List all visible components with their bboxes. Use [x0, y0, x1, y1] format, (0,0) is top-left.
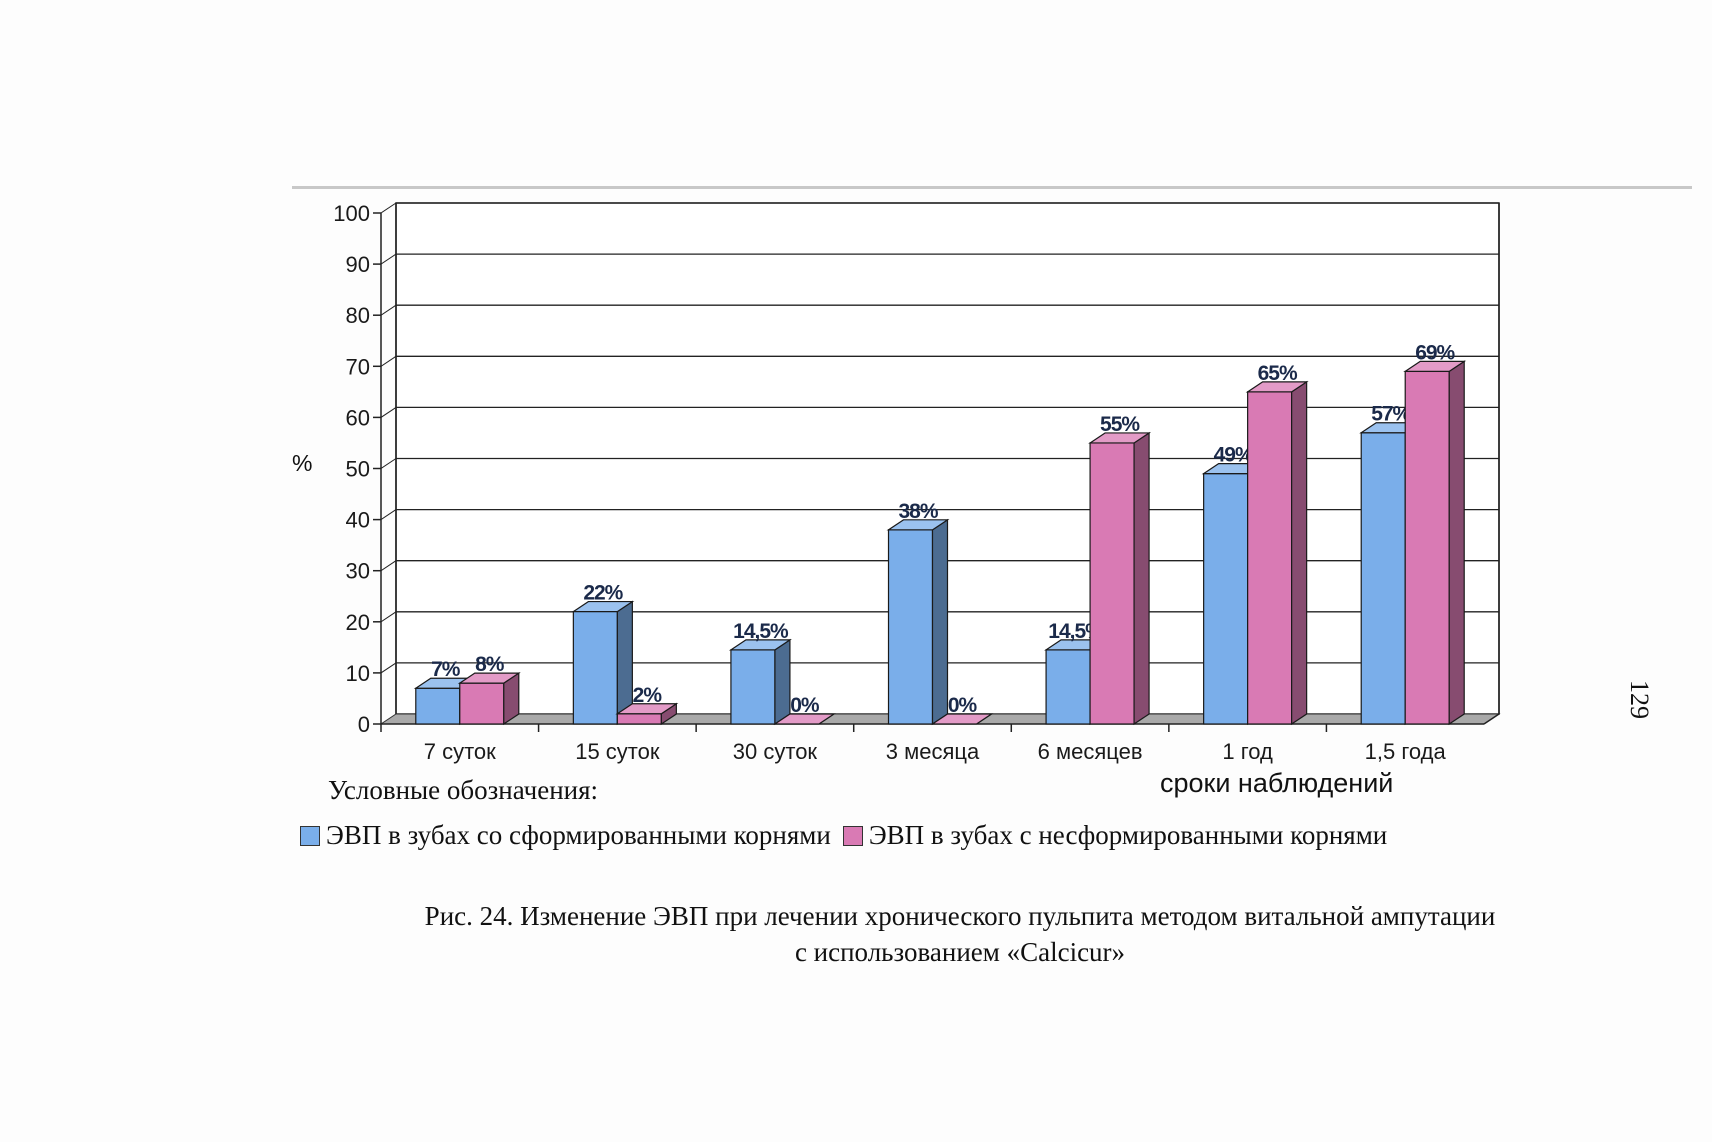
legend-swatch-blue	[300, 825, 320, 846]
legend-label-unformed-roots: ЭВП в зубах с несформированными корнями	[868, 820, 1388, 850]
gridline-side	[380, 406, 397, 418]
data-label: 14,5%	[733, 620, 789, 643]
x-category-label: 15 суток	[575, 739, 660, 764]
gridline-side	[380, 509, 397, 521]
legend-heading: Условные обозначения:	[328, 775, 599, 805]
data-label: 49%	[1214, 444, 1254, 467]
bar-front	[1203, 473, 1249, 725]
legend-item-unformed-roots: ЭВП в зубах с несформированными корнями	[842, 820, 1388, 851]
y-tick-label: 70	[346, 354, 370, 379]
legend-item-formed-roots: ЭВП в зубах со сформированными корнями	[300, 820, 831, 851]
y-tick-label: 30	[346, 559, 370, 584]
y-tick-label: 60	[346, 405, 370, 430]
data-label: 65%	[1258, 362, 1298, 385]
gridline-side	[380, 662, 397, 674]
y-tick-label: 40	[346, 508, 370, 533]
bar-front	[1045, 649, 1091, 725]
y-tick-label: 20	[346, 610, 370, 635]
y-axis-unit: %	[292, 450, 313, 476]
data-label: 0%	[948, 694, 978, 717]
gridline-side	[380, 458, 397, 469]
page-number: 129	[1625, 680, 1654, 719]
y-tick-label: 100	[333, 201, 370, 226]
data-label: 7%	[431, 658, 461, 681]
gridline-side	[380, 355, 397, 367]
bar-chart: 0 10 20 30 40 50 60 70 80 90 100 7 суток 7% 8% 15 суто…	[333, 201, 1501, 764]
bar-top	[728, 639, 792, 651]
caption-line-2: с использованием «Calcicur»	[794, 937, 1126, 967]
y-tick-label: 50	[346, 457, 370, 482]
x-category-label: 1,5 года	[1365, 739, 1447, 764]
legend-swatch-pink	[842, 825, 863, 846]
bar-front	[1247, 391, 1293, 725]
data-label: 8%	[475, 653, 505, 676]
x-axis-title: сроки наблюдений	[1160, 768, 1394, 798]
bar-top	[886, 519, 950, 531]
data-label: 0%	[790, 694, 820, 717]
data-label: 55%	[1100, 413, 1140, 436]
top-rule	[292, 186, 1692, 189]
figure-caption: Рис. 24. Изменение ЭВП при лечении хрони…	[250, 898, 1670, 970]
x-category-label: 7 суток	[424, 739, 496, 764]
bar-top	[1088, 432, 1152, 444]
bar-front	[887, 529, 934, 725]
bar-side	[931, 518, 949, 726]
data-label: 38%	[898, 500, 938, 523]
bar-top	[571, 600, 635, 613]
bar-side	[1133, 431, 1150, 726]
gridline-side	[380, 253, 397, 265]
y-tick-label: 90	[346, 252, 370, 277]
data-label: 69%	[1415, 341, 1455, 364]
y-tick-label: 10	[346, 661, 370, 686]
bar-front	[616, 713, 662, 725]
bar-front	[415, 687, 461, 725]
bar-side	[774, 638, 791, 726]
bar-front	[1089, 442, 1135, 725]
bar-top	[615, 703, 679, 715]
bar-front	[1360, 432, 1406, 725]
floor-edge	[1483, 713, 1500, 725]
data-label: 2%	[633, 684, 663, 707]
bar-side	[1448, 360, 1465, 726]
gridline-side	[380, 202, 397, 214]
bar-top	[930, 713, 994, 725]
bar-top	[772, 713, 836, 725]
x-category-label: 30 суток	[733, 739, 818, 764]
x-category-label: 6 месяцев	[1038, 739, 1143, 764]
legend-label-formed-roots: ЭВП в зубах со сформированными корнями	[326, 820, 831, 850]
gridline-side	[380, 304, 397, 316]
data-label: 57%	[1371, 403, 1411, 426]
caption-line-1: Рис. 24. Изменение ЭВП при лечении хрони…	[424, 901, 1496, 931]
bar-front	[730, 649, 776, 725]
legend: ЭВП в зубах со сформированными корнями Э…	[300, 820, 1387, 851]
x-category-label: 3 месяца	[886, 739, 980, 764]
y-tick-label: 80	[346, 303, 370, 328]
gridline-side	[380, 611, 397, 623]
bar-front	[1404, 370, 1450, 725]
gridline-side	[380, 560, 397, 572]
bar-top	[457, 672, 521, 684]
data-label: 22%	[583, 582, 623, 605]
y-tick-label: 0	[358, 712, 370, 737]
bar-top	[1245, 381, 1309, 393]
bar-side	[1291, 380, 1308, 726]
bar-front	[572, 610, 618, 725]
bar-top	[1403, 360, 1467, 373]
x-category-label: 1 год	[1222, 739, 1273, 764]
bar-front	[459, 682, 505, 725]
